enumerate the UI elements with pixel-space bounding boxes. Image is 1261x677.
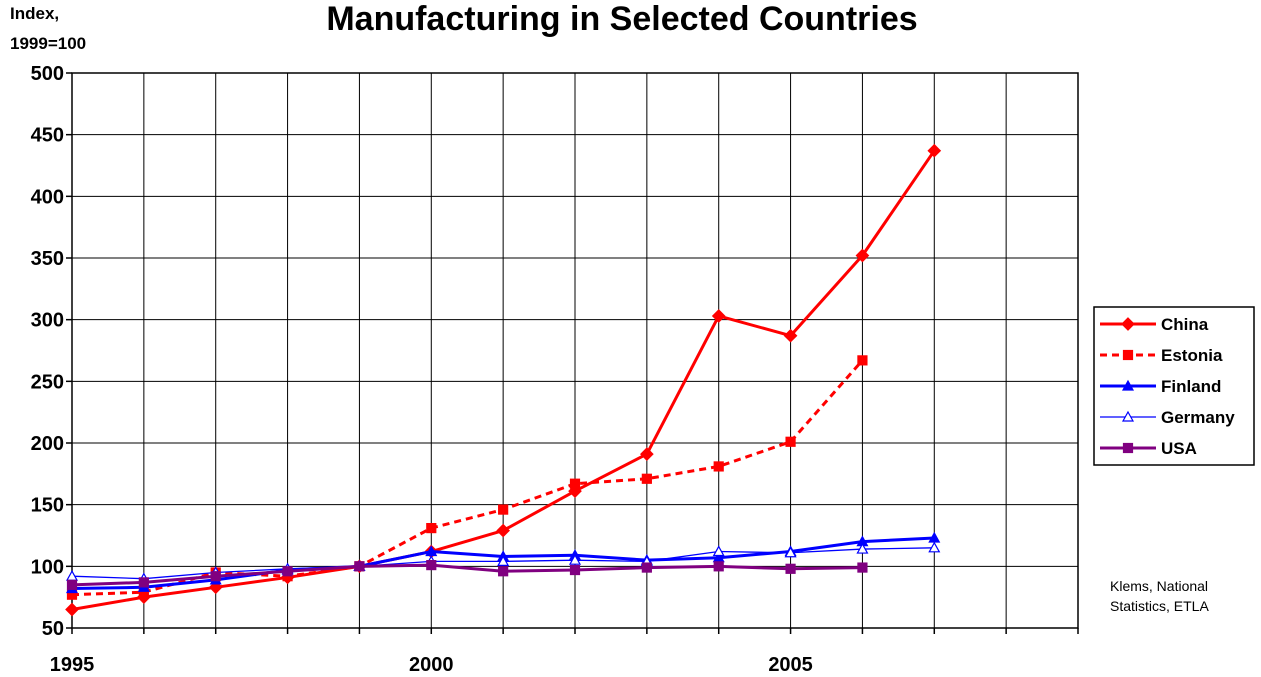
y-tick-label: 400: [31, 186, 64, 208]
data-point-square: [857, 355, 868, 366]
data-point-square: [641, 473, 652, 484]
data-point-square: [498, 504, 509, 515]
data-point-triangle: [1121, 379, 1135, 391]
data-point-square: [210, 571, 221, 582]
y-tick-label: 50: [42, 618, 64, 640]
y-tick-label: 250: [31, 371, 64, 393]
legend-item-estonia: Estonia: [1100, 346, 1223, 365]
data-point-triangle: [928, 541, 941, 553]
grid-lines: [72, 72, 1078, 629]
data-point-triangle: [568, 553, 582, 565]
data-point-square: [569, 564, 581, 576]
data-point-square: [713, 461, 724, 472]
y-tick-label: 100: [31, 556, 64, 578]
y-tick-label: 500: [31, 63, 64, 85]
y-tick-label: 200: [31, 433, 64, 455]
x-tick-label: 2000: [409, 654, 454, 676]
series-line-estonia: [71, 359, 864, 597]
data-point-diamond: [640, 447, 654, 461]
chart-title: Manufacturing in Selected Countries: [326, 0, 917, 38]
data-point-triangle: [784, 546, 797, 558]
legend-label: China: [1161, 315, 1209, 334]
legend-item-finland: Finland: [1100, 377, 1221, 396]
data-point-diamond: [496, 523, 510, 538]
legend-item-germany: Germany: [1100, 408, 1235, 427]
data-point-triangle: [497, 555, 510, 567]
data-point-square: [138, 577, 149, 588]
legend-item-usa: USA: [1100, 439, 1197, 458]
series-group: [65, 143, 942, 617]
data-point-square: [66, 579, 78, 590]
x-tick-label: 1995: [50, 654, 95, 676]
legend-label: Germany: [1161, 408, 1235, 427]
series-estonia: [66, 355, 868, 600]
legend: China Estonia Finland Germany USA: [1093, 306, 1255, 466]
data-point-square: [1122, 442, 1134, 454]
legend-label: Estonia: [1161, 346, 1223, 365]
data-point-diamond: [1121, 317, 1135, 331]
data-point-diamond: [783, 328, 798, 343]
series-usa: [66, 559, 868, 590]
data-point-diamond: [927, 143, 942, 158]
data-point-square: [282, 566, 293, 577]
legend-label: USA: [1161, 439, 1197, 458]
y-axis: 50 100 150 200 250 300 350 400 450 500: [31, 63, 72, 640]
x-axis: 1995 2000 2005: [50, 628, 1079, 676]
data-point-square: [426, 559, 437, 571]
data-point-square: [1122, 349, 1134, 361]
data-point-square: [569, 478, 581, 489]
data-point-square: [641, 562, 652, 573]
y-tick-label: 350: [31, 248, 64, 270]
data-point-diamond: [65, 602, 79, 617]
x-tick-label: 2005: [768, 654, 813, 676]
data-point-square: [713, 561, 724, 572]
source-note-line1: Klems, National: [1110, 578, 1208, 594]
y-axis-label-line1: Index,: [10, 4, 59, 23]
data-point-square: [785, 436, 796, 447]
data-point-triangle: [712, 545, 725, 557]
data-point-square: [498, 566, 509, 577]
y-tick-label: 450: [31, 125, 64, 147]
data-point-diamond: [855, 248, 870, 263]
data-point-triangle: [856, 542, 869, 554]
data-point-triangle: [1121, 410, 1135, 422]
data-point-diamond: [711, 309, 726, 323]
y-tick-label: 300: [31, 310, 64, 332]
data-point-square: [857, 562, 868, 573]
data-point-square: [354, 561, 365, 572]
y-axis-label-line2: 1999=100: [10, 34, 86, 53]
legend-label: Finland: [1161, 377, 1221, 396]
data-point-square: [426, 522, 437, 534]
data-point-square: [785, 563, 796, 574]
series-line-usa: [71, 563, 863, 587]
source-note-line2: Statistics, ETLA: [1110, 598, 1209, 614]
legend-item-china: China: [1100, 315, 1209, 334]
y-tick-label: 150: [31, 495, 64, 517]
